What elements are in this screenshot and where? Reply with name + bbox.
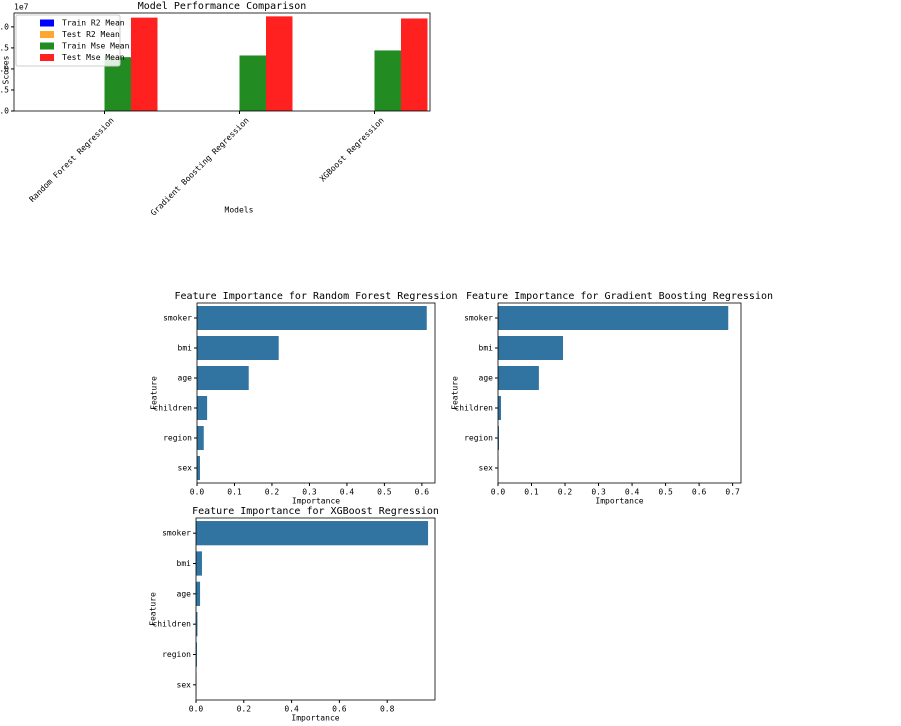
bar [197, 396, 208, 420]
bar [196, 551, 202, 576]
y-tick-label: children [153, 404, 192, 413]
y-tick-label: 0.0 [0, 107, 9, 116]
y-tick-label: 1.0 [0, 64, 9, 73]
bar [196, 612, 198, 637]
y-axis-label: Feature [149, 592, 158, 626]
x-axis-label: Importance [291, 714, 339, 723]
legend-label: Test Mse Mean [62, 53, 125, 62]
x-tick-label: 0.0 [190, 488, 205, 497]
x-tick-label: 0.1 [227, 488, 242, 497]
bar [196, 581, 201, 606]
bar [196, 642, 197, 667]
legend-label: Train Mse Mean [62, 42, 130, 51]
x-tick-label: 0.1 [524, 488, 539, 497]
legend-swatch [40, 54, 54, 61]
bar [239, 55, 266, 111]
y-axis-label: Feature [451, 376, 460, 410]
y-tick-label: 0.5 [0, 85, 9, 94]
offset-label: 1e7 [14, 3, 29, 12]
x-tick-label: 0.3 [591, 488, 606, 497]
x-tick-label: 0.7 [725, 488, 740, 497]
y-tick-label: sex [177, 680, 192, 689]
plot-frame [195, 517, 436, 701]
bar [498, 396, 502, 420]
x-tick-label: 0.4 [340, 488, 355, 497]
y-axis-label: Scores [2, 55, 11, 84]
legend-frame [15, 14, 121, 67]
x-axis-label: Models [225, 206, 254, 215]
x-tick-label: 0.5 [377, 488, 392, 497]
x-tick-label: 0.2 [237, 705, 252, 714]
x-tick-label: 0.3 [302, 488, 317, 497]
x-tick-label: 0.6 [332, 705, 347, 714]
x-tick-label: 0.6 [415, 488, 430, 497]
x-tick-label: 0.4 [625, 488, 640, 497]
y-tick-label: 2.0 [0, 22, 9, 31]
x-tick-label: 0.4 [284, 705, 299, 714]
legend-swatch [40, 31, 54, 38]
x-tick-label: 0.0 [189, 705, 204, 714]
bar [197, 336, 279, 360]
y-tick-label: age [178, 374, 193, 383]
bar [197, 306, 427, 330]
y-tick-label: sex [479, 464, 494, 473]
y-tick-label: bmi [479, 344, 494, 353]
x-tick-label: Gradient Boosting Regression [149, 116, 251, 218]
y-tick-label: age [479, 374, 494, 383]
plot-frame [196, 302, 436, 484]
x-tick-label: 0.8 [380, 705, 395, 714]
x-tick-label: XGBoost Regression [318, 116, 386, 184]
y-tick-label: smoker [163, 314, 192, 323]
y-tick-label: region [163, 434, 192, 443]
bar [498, 306, 729, 330]
legend-label: Train R2 Mean [62, 19, 125, 28]
x-tick-label: Random Forest Regression [28, 116, 116, 204]
y-tick-label: region [162, 650, 191, 659]
bar [401, 18, 428, 111]
plot-frame [497, 302, 742, 484]
legend-swatch [40, 42, 54, 50]
legend-label: Test R2 Mean [62, 30, 120, 39]
y-tick-label: age [177, 589, 192, 598]
x-tick-label: 0.5 [658, 488, 673, 497]
y-tick-label: children [152, 620, 191, 629]
bar [197, 426, 204, 450]
y-tick-label: region [464, 434, 493, 443]
x-tick-label: 0.2 [265, 488, 280, 497]
y-tick-label: 1.5 [0, 43, 9, 52]
legend-swatch [40, 19, 54, 27]
x-axis-label: Importance [292, 497, 340, 506]
chart-title: Feature Importance for Gradient Boosting… [466, 291, 773, 302]
bar [498, 426, 500, 450]
bar [498, 366, 539, 390]
x-tick-label: 0.6 [692, 488, 707, 497]
y-tick-label: bmi [178, 344, 193, 353]
y-tick-label: smoker [162, 529, 191, 538]
bar [196, 521, 429, 546]
bar [197, 456, 200, 480]
y-tick-label: children [454, 404, 493, 413]
bar [374, 50, 401, 111]
x-tick-label: 0.2 [558, 488, 573, 497]
y-tick-label: bmi [177, 559, 192, 568]
y-tick-label: sex [178, 464, 193, 473]
x-axis-label: Importance [595, 497, 643, 506]
plot-frame [13, 12, 431, 112]
chart-title: Feature Importance for XGBoost Regressio… [192, 506, 439, 517]
chart-title: Model Performance Comparison [138, 1, 307, 12]
bar [197, 366, 249, 390]
bar [266, 16, 293, 111]
y-tick-label: smoker [464, 314, 493, 323]
x-tick-label: 0.0 [491, 488, 506, 497]
y-axis-label: Feature [150, 376, 159, 410]
bar [131, 17, 158, 111]
bar [498, 336, 564, 360]
chart-title: Feature Importance for Random Forest Reg… [175, 291, 458, 302]
